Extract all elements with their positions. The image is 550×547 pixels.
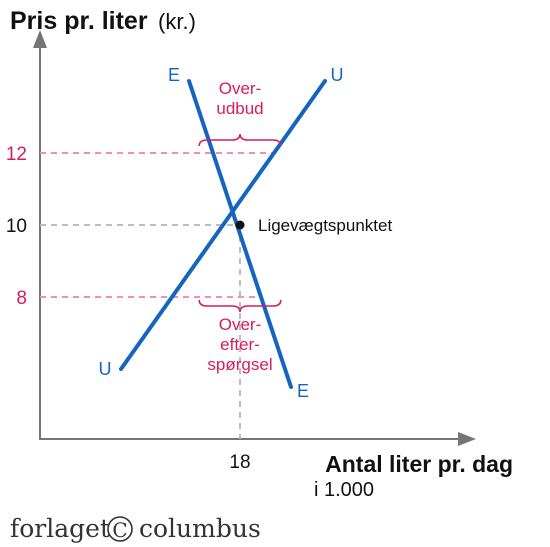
brand-right: columbus	[139, 514, 261, 543]
brand-mark: C	[112, 518, 127, 542]
annotation-surplus-brace	[198, 133, 282, 147]
publisher-logo: forlaget C columbus	[10, 514, 261, 543]
brand-left: forlaget	[10, 514, 110, 543]
equilibrium: Ligevægtspunktet	[235, 216, 392, 235]
annotation-shortage-brace	[198, 299, 282, 313]
x-axis-arrow	[458, 432, 476, 446]
y-tick-label-12: 12	[6, 144, 27, 165]
x-axis-subtitle: i 1.000	[314, 479, 374, 501]
curve-U-start-label: U	[99, 359, 112, 379]
guide-lines	[40, 152, 274, 439]
tick-labels: 12 10 8 18	[6, 144, 251, 473]
y-tick-label-8: 8	[16, 288, 27, 309]
curve-E	[187, 79, 293, 389]
curve-E-start-label: E	[168, 65, 180, 85]
x-axis-title: Antal liter pr. dag	[325, 451, 513, 477]
x-tick-label-18: 18	[229, 452, 250, 473]
y-tick-label-10: 10	[6, 216, 27, 237]
y-axis-title-unit: (kr.)	[158, 9, 196, 34]
annotation-surplus-line-0: Over-	[219, 79, 262, 98]
brand-mark-circle	[107, 516, 133, 542]
annotation-surplus-line-1: udbud	[216, 99, 263, 118]
annotation-shortage-line-0: Over-	[219, 315, 262, 334]
annotation-shortage-line-2: spørgsel	[207, 355, 272, 374]
y-axis-arrow	[33, 30, 47, 48]
curve-U	[119, 79, 327, 371]
curve-E-end-label: E	[297, 381, 309, 401]
equilibrium-label: Ligevægtspunktet	[258, 216, 392, 235]
equilibrium-point	[235, 220, 245, 230]
y-axis-title: Pris pr. liter (kr.)	[10, 7, 196, 35]
y-axis-title-bold: Pris pr. liter	[10, 7, 148, 35]
annotation-shortage-line-1: efter-	[220, 335, 260, 354]
curve-U-end-label: U	[331, 65, 344, 85]
curves: U U E E	[99, 65, 344, 401]
